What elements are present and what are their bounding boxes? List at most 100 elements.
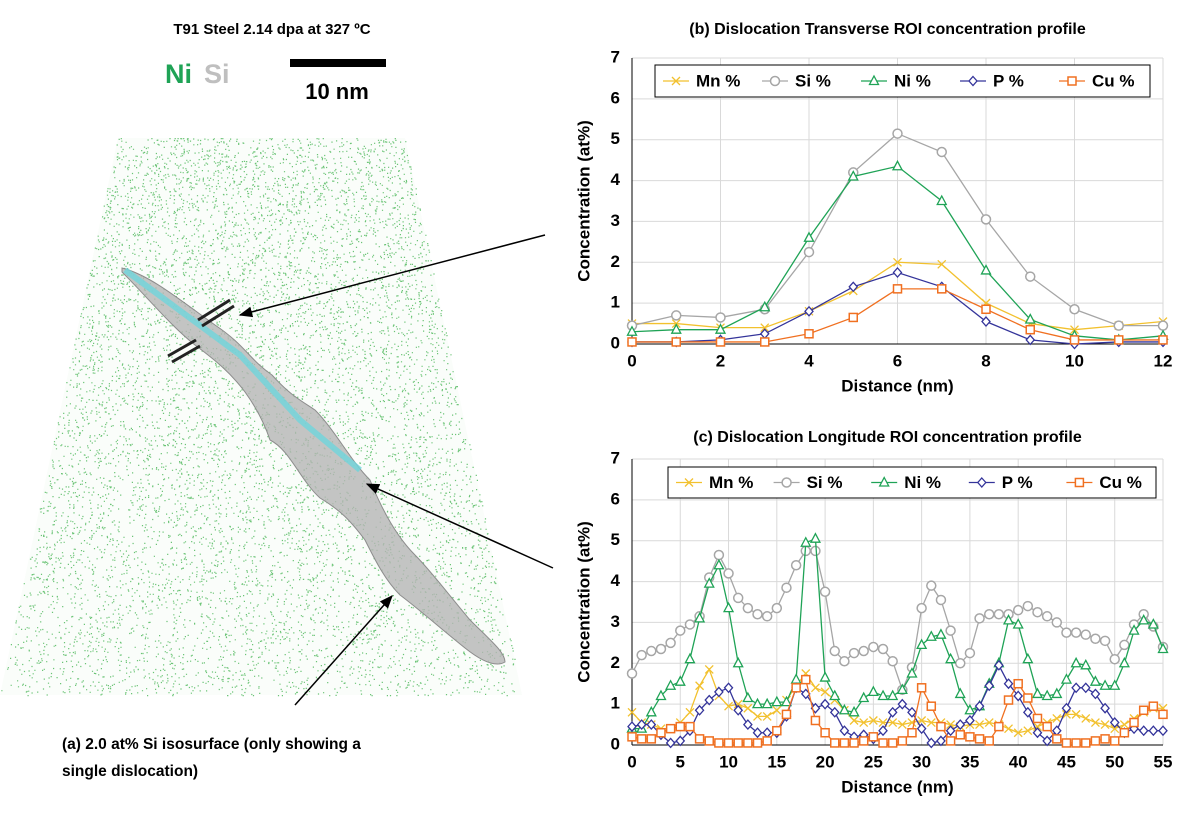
y-tick-label: 6 [611,489,620,508]
marker [980,264,992,275]
marker [849,716,859,725]
marker [646,719,657,731]
marker [954,687,966,699]
y-tick-label: 0 [611,734,620,753]
marker [684,478,694,487]
marker [1042,735,1053,747]
marker [868,74,880,86]
marker [964,703,976,715]
marker [1099,635,1111,647]
marker [829,689,841,701]
marker [820,727,830,738]
marker [1119,639,1130,651]
marker [694,704,705,716]
y-tick-label: 3 [611,211,620,230]
marker [781,582,792,593]
marker [907,727,917,738]
marker [675,721,686,732]
marker [723,738,734,748]
legend-label: P % [993,71,1024,90]
y-tick-label: 2 [611,252,620,271]
y-tick-label: 3 [611,612,620,631]
marker [781,709,792,720]
marker [1148,701,1159,711]
marker [810,683,820,693]
marker [1041,689,1053,701]
x-tick-label: 0 [627,351,636,370]
marker [781,477,792,488]
marker [1061,627,1072,638]
marker [1013,678,1023,689]
marker [627,337,637,347]
marker [752,738,763,748]
y-tick-label: 4 [611,571,621,590]
marker [868,716,878,725]
marker [1158,725,1168,737]
marker [675,625,686,636]
marker [847,170,859,181]
marker [868,641,879,653]
marker [1147,618,1159,629]
marker [714,738,724,748]
marker [1118,656,1130,668]
marker [955,658,966,669]
marker [896,683,908,694]
marker [1032,727,1043,739]
marker [742,602,754,614]
marker [936,194,948,206]
marker [665,737,676,749]
marker [839,725,850,737]
x-tick-label: 10 [1065,351,1084,370]
marker [645,705,657,717]
legend-label: Mn % [709,473,753,492]
marker [1025,271,1036,282]
marker [1080,682,1091,694]
marker [1032,606,1043,618]
marker [655,689,667,701]
marker [891,159,904,171]
marker [968,75,978,87]
marker [1109,717,1120,729]
marker [829,706,840,718]
marker [1012,618,1024,629]
y-tick-label: 0 [611,333,620,352]
marker [916,638,928,650]
marker [704,664,714,674]
marker [1071,709,1081,719]
marker [877,643,889,655]
marker [636,734,647,744]
y-axis-label: Concentration (at%) [574,521,593,683]
marker [684,619,696,630]
marker [945,725,956,737]
marker [994,721,1004,732]
marker [887,689,899,701]
marker [714,323,727,334]
marker [771,602,783,614]
marker [655,643,667,655]
marker [887,706,898,718]
marker [887,738,898,748]
panel-title: T91 Steel 2.14 dpa at 327 ºC [173,21,370,38]
marker [772,725,782,736]
marker [892,284,903,294]
marker [936,735,946,747]
marker [733,738,743,748]
marker [935,628,947,639]
marker [946,720,956,730]
x-tick-label: 5 [676,752,685,771]
marker [945,652,957,664]
marker [1070,656,1082,668]
x-tick-label: 45 [1057,752,1076,771]
marker [1119,727,1130,738]
y-tick-label: 4 [611,170,621,189]
marker [1042,721,1052,732]
marker [980,214,992,225]
marker [626,325,638,336]
marker [656,727,666,738]
marker [926,701,937,711]
marker [1060,673,1073,684]
x-tick-label: 8 [981,351,990,370]
marker [759,300,771,312]
marker [1099,679,1111,690]
